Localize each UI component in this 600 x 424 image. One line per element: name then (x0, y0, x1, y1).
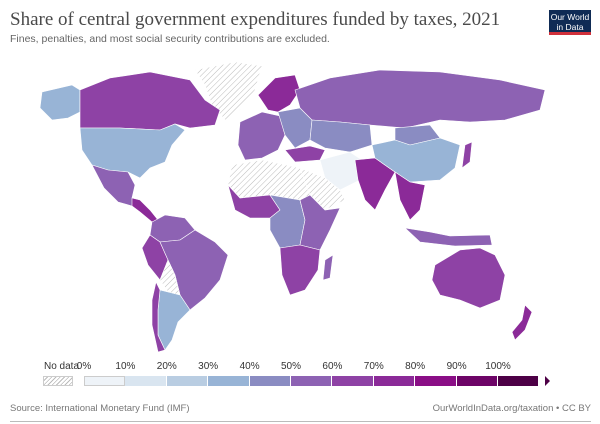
legend-tick-label: 20% (156, 361, 177, 372)
legend-tick-label: 40% (239, 361, 260, 372)
legend-bin[interactable] (332, 376, 374, 386)
legend-tick-label: 80% (405, 361, 426, 372)
legend-bin[interactable] (415, 376, 457, 386)
country-bolivia[interactable] (159, 259, 181, 296)
legend-arrow-icon (545, 376, 550, 386)
legend-tick-label: 90% (446, 361, 467, 372)
legend-tick-label: 50% (280, 361, 302, 372)
legend-bin[interactable] (291, 376, 333, 386)
legend-bin[interactable] (373, 376, 416, 386)
legend-bin[interactable] (166, 376, 209, 386)
no-data-swatch (43, 376, 73, 386)
country-indonesia[interactable] (404, 227, 493, 247)
country-greenland[interactable] (194, 61, 263, 121)
country-australia[interactable] (431, 247, 506, 309)
country-new-zealand[interactable] (511, 304, 533, 341)
country-north-africa[interactable] (227, 159, 311, 201)
legend-tick-label: 70% (363, 361, 384, 372)
legend-bin[interactable] (125, 376, 167, 386)
country-alaska[interactable] (39, 84, 81, 121)
country-turkey[interactable] (284, 145, 326, 163)
country-central-america[interactable] (131, 197, 159, 223)
legend-bin[interactable] (498, 376, 540, 386)
legend-bin[interactable] (208, 376, 250, 386)
country-east-africa[interactable] (299, 194, 341, 251)
country-madagascar[interactable] (322, 254, 334, 281)
legend-bin[interactable] (84, 376, 126, 386)
country-chile[interactable] (151, 281, 166, 353)
bottom-divider (10, 421, 591, 422)
country-scandinavia[interactable] (257, 74, 301, 113)
country-kazakhstan[interactable] (309, 119, 373, 153)
source-link[interactable]: OurWorldInData.org/taxation • CC BY (432, 403, 591, 414)
chart-title: Share of central government expenditures… (10, 9, 501, 30)
legend-tick-label: 60% (322, 361, 343, 372)
legend-tick-label: 0% (76, 361, 92, 372)
legend-tick-label: 10% (115, 361, 136, 372)
country-china[interactable] (371, 137, 461, 183)
source-note: Source: International Monetary Fund (IMF… (10, 403, 190, 414)
no-data-label: No data (44, 361, 80, 372)
country-russia[interactable] (294, 69, 546, 129)
legend-tick-label: 30% (198, 361, 219, 372)
country-japan[interactable] (461, 141, 473, 169)
country-canada[interactable] (79, 71, 221, 131)
country-southeast-asia[interactable] (394, 171, 426, 221)
color-legend: No data 0% 10% 20% 30% 40% 50% 60% 70% 80% 90% 100… (0, 361, 600, 391)
legend-bin[interactable] (456, 376, 498, 386)
chart-subtitle: Fines, penalties, and most social securi… (10, 33, 330, 45)
legend-tick-label: 100% (485, 361, 511, 372)
country-southern-africa[interactable] (279, 244, 321, 296)
owid-logo[interactable]: Our World in Data (549, 10, 591, 35)
country-central-africa[interactable] (269, 194, 306, 249)
legend-bin[interactable] (249, 376, 291, 386)
world-map (39, 61, 546, 353)
country-western-europe[interactable] (237, 111, 286, 161)
country-brazil[interactable] (159, 229, 229, 311)
